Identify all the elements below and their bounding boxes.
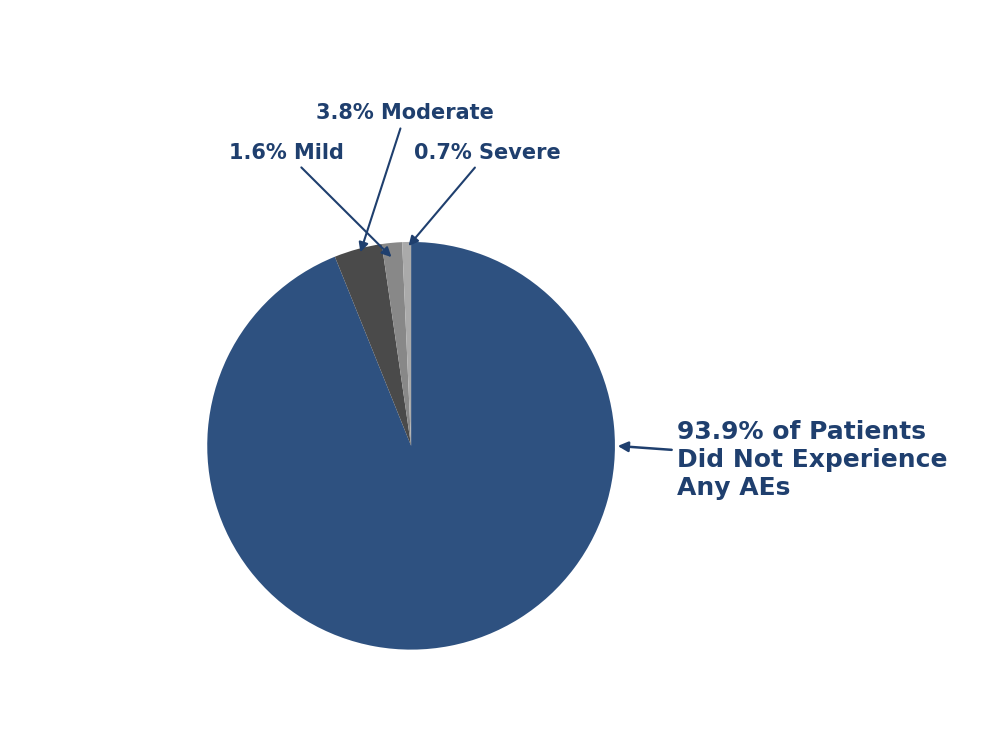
- Text: 93.9% of Patients
Did Not Experience
Any AEs: 93.9% of Patients Did Not Experience Any…: [620, 420, 948, 500]
- Text: 0.7% Severe: 0.7% Severe: [410, 142, 561, 244]
- Wedge shape: [382, 242, 411, 446]
- Wedge shape: [207, 242, 615, 650]
- Text: 3.8% Moderate: 3.8% Moderate: [316, 103, 494, 250]
- Text: 1.6% Mild: 1.6% Mild: [229, 142, 390, 256]
- Wedge shape: [335, 244, 411, 446]
- Wedge shape: [402, 242, 411, 446]
